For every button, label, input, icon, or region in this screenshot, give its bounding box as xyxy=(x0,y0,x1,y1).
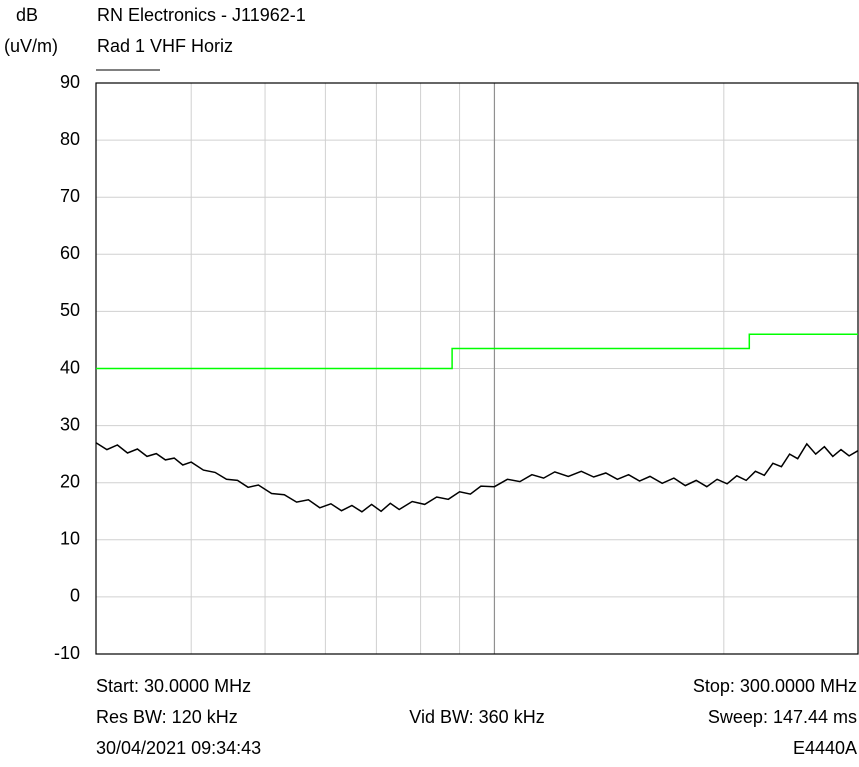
series-line xyxy=(95,442,859,513)
footer-text: Stop: 300.0000 MHz xyxy=(693,676,857,696)
footer-text: 30/04/2021 09:34:43 xyxy=(96,738,261,758)
y-tick-label: 60 xyxy=(60,243,80,263)
y-tick-label: 30 xyxy=(60,414,80,434)
y-tick-label: 50 xyxy=(60,300,80,320)
y-tick-label: 80 xyxy=(60,129,80,149)
y-tick-label: 10 xyxy=(60,529,80,549)
footer-text: E4440A xyxy=(793,738,857,758)
y-tick-label: 90 xyxy=(60,72,80,92)
y-tick-label: 40 xyxy=(60,357,80,377)
y-tick-label: -10 xyxy=(54,643,80,663)
y-tick-label: 20 xyxy=(60,471,80,491)
y-tick-label: 0 xyxy=(70,586,80,606)
chart-title: RN Electronics - J11962-1 xyxy=(97,5,306,25)
footer-text: Vid BW: 360 kHz xyxy=(409,707,544,727)
y-tick-label: 70 xyxy=(60,186,80,206)
series-line xyxy=(96,333,858,370)
footer-text: Res BW: 120 kHz xyxy=(96,707,238,727)
y-unit: (uV/m) xyxy=(4,36,58,56)
y-unit: dB xyxy=(16,5,38,25)
chart-subtitle: Rad 1 VHF Horiz xyxy=(97,36,233,56)
footer-text: Sweep: 147.44 ms xyxy=(708,707,857,727)
footer-text: Start: 30.0000 MHz xyxy=(96,676,251,696)
